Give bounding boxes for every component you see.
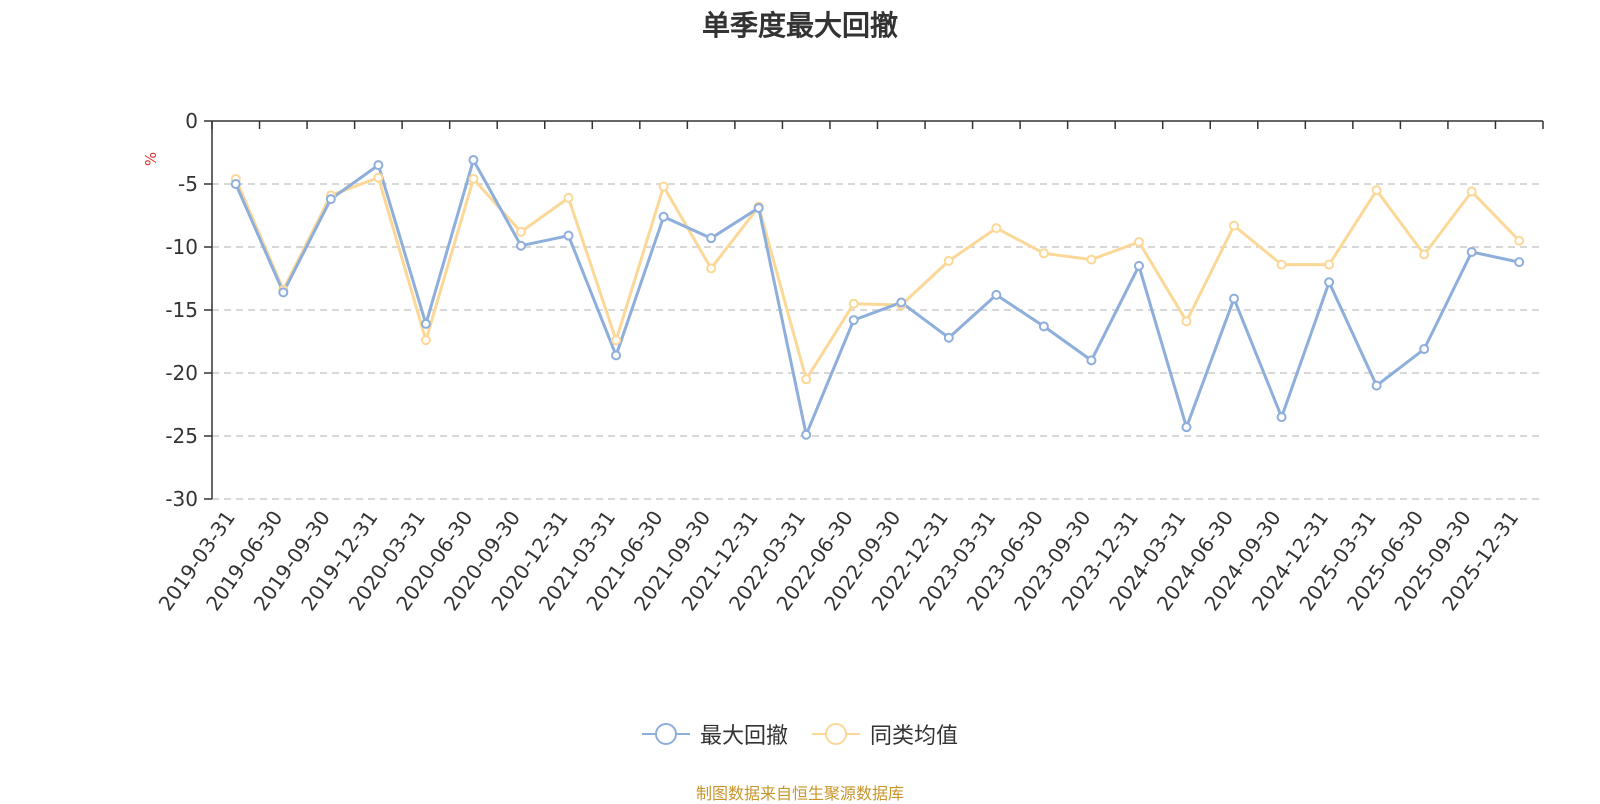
line-chart: 0-5-10-15-20-25-302019-03-312019-06-3020… [154,109,1544,615]
data-point-max-drawdown [325,194,336,205]
legend-item-peer-average[interactable]: 同类均值 [812,718,958,750]
data-point-max-drawdown [278,287,289,298]
data-point-peer-average [420,335,431,346]
data-point-max-drawdown [753,202,764,213]
chart-title: 单季度最大回撤 [701,9,898,42]
data-point-peer-average [943,255,954,266]
data-point-max-drawdown [420,318,431,329]
y-tick-label: -15 [165,298,198,322]
data-point-max-drawdown [1371,380,1382,391]
data-point-max-drawdown [658,211,669,222]
data-point-max-drawdown [230,179,241,189]
data-point-peer-average [1229,220,1240,231]
data-point-peer-average [1133,236,1144,247]
data-point-max-drawdown [611,350,622,361]
data-point-peer-average [1514,235,1525,246]
source-note: 制图数据来自恒生聚源数据库 [695,784,904,803]
data-point-peer-average [658,181,669,192]
data-point-max-drawdown [991,289,1002,300]
data-point-max-drawdown [1466,247,1477,258]
data-point-peer-average [1038,248,1049,259]
data-point-peer-average [611,335,622,346]
legend-item-max-drawdown[interactable]: 最大回撤 [641,718,788,750]
data-point-max-drawdown [848,315,859,326]
data-point-max-drawdown [373,160,384,171]
data-point-max-drawdown [1419,344,1430,355]
legend: 最大回撤 同类均值 [0,718,1600,750]
y-tick-label: 0 [185,109,198,133]
data-point-peer-average [1181,316,1192,327]
data-point-max-drawdown [706,233,717,244]
data-point-peer-average [706,263,717,274]
y-tick-label: -20 [165,361,198,385]
data-point-peer-average [1419,249,1430,260]
data-point-max-drawdown [468,155,479,166]
data-point-peer-average [848,298,859,309]
y-tick-label: -10 [165,235,198,259]
legend-label: 同类均值 [870,724,959,749]
y-tick-label: -25 [165,424,198,448]
data-point-max-drawdown [1324,277,1335,288]
data-point-peer-average [1086,254,1097,265]
series-line-peer-average [234,176,1521,381]
data-point-max-drawdown [1514,257,1525,268]
legend-label: 最大回撤 [699,724,788,749]
data-point-peer-average [515,226,526,237]
data-point-max-drawdown [943,332,954,343]
data-point-max-drawdown [563,230,574,241]
data-point-peer-average [1466,186,1477,197]
data-point-max-drawdown [1038,321,1049,332]
data-point-max-drawdown [1229,293,1240,304]
data-point-peer-average [801,374,812,385]
y-tick-label: -30 [165,487,198,511]
data-point-max-drawdown [1276,412,1287,423]
data-point-peer-average [468,173,479,184]
data-point-peer-average [991,223,1002,234]
data-point-peer-average [373,172,384,183]
data-point-peer-average [1324,259,1335,270]
legend-swatch-icon [641,722,690,746]
data-point-peer-average [563,192,574,203]
data-point-max-drawdown [1133,260,1144,271]
data-point-peer-average [1276,259,1287,270]
series-line-max-drawdown [234,158,1520,437]
data-point-peer-average [1371,185,1382,196]
data-point-max-drawdown [1086,355,1097,366]
data-point-max-drawdown [1181,422,1192,433]
y-tick-label: -5 [178,172,198,196]
data-point-max-drawdown [896,297,907,308]
data-point-max-drawdown [801,429,812,440]
legend-swatch-icon [812,722,860,746]
data-point-max-drawdown [515,240,526,251]
